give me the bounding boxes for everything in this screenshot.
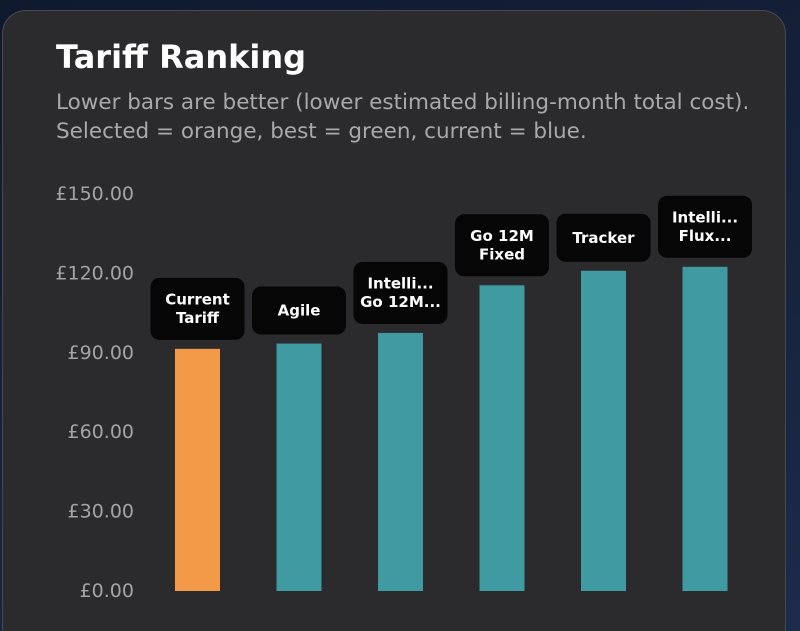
bar-label-box bbox=[353, 261, 448, 324]
y-tick-label: £150.00 bbox=[55, 183, 134, 205]
bar-label-box bbox=[556, 213, 651, 262]
bar-6 bbox=[682, 266, 728, 591]
bar-4 bbox=[479, 285, 525, 591]
bar-label-6: Intelli...Flux... bbox=[658, 195, 752, 258]
bar-label-text: Agile bbox=[278, 302, 321, 320]
bar-label-text: Tracker bbox=[572, 229, 635, 247]
bar-label-text: Go 12M... bbox=[360, 293, 441, 311]
bar-3 bbox=[378, 332, 423, 591]
bar-label-text: Go 12M bbox=[470, 227, 534, 245]
bar-1 bbox=[175, 348, 220, 591]
bar-2 bbox=[276, 343, 322, 591]
bar-label-text: Current bbox=[165, 291, 230, 309]
bar-label-3: Intelli...Go 12M... bbox=[353, 261, 448, 324]
bar-label-box bbox=[252, 286, 346, 335]
bar-label-2: Agile bbox=[252, 286, 346, 335]
y-tick-label: £0.00 bbox=[80, 580, 134, 602]
chart-title: Tariff Ranking bbox=[56, 38, 307, 76]
chart-subtitle: Lower bars are better (lower estimated b… bbox=[56, 90, 750, 144]
bar-label-text: Flux... bbox=[679, 227, 732, 245]
bar-label-box bbox=[455, 214, 549, 277]
bar-label-text: Tariff bbox=[176, 309, 220, 327]
bar-label-5: Tracker bbox=[556, 213, 651, 262]
bar-label-text: Intelli... bbox=[367, 275, 433, 293]
bar-label-box bbox=[658, 195, 752, 258]
y-tick-label: £30.00 bbox=[68, 501, 134, 523]
bar-5 bbox=[581, 270, 626, 591]
bar-label-box bbox=[150, 277, 245, 340]
bar-label-text: Fixed bbox=[479, 246, 525, 264]
bar-label-text: Intelli... bbox=[672, 209, 738, 227]
y-tick-label: £90.00 bbox=[68, 342, 134, 364]
y-tick-label: £120.00 bbox=[55, 262, 134, 284]
y-tick-label: £60.00 bbox=[68, 421, 134, 443]
